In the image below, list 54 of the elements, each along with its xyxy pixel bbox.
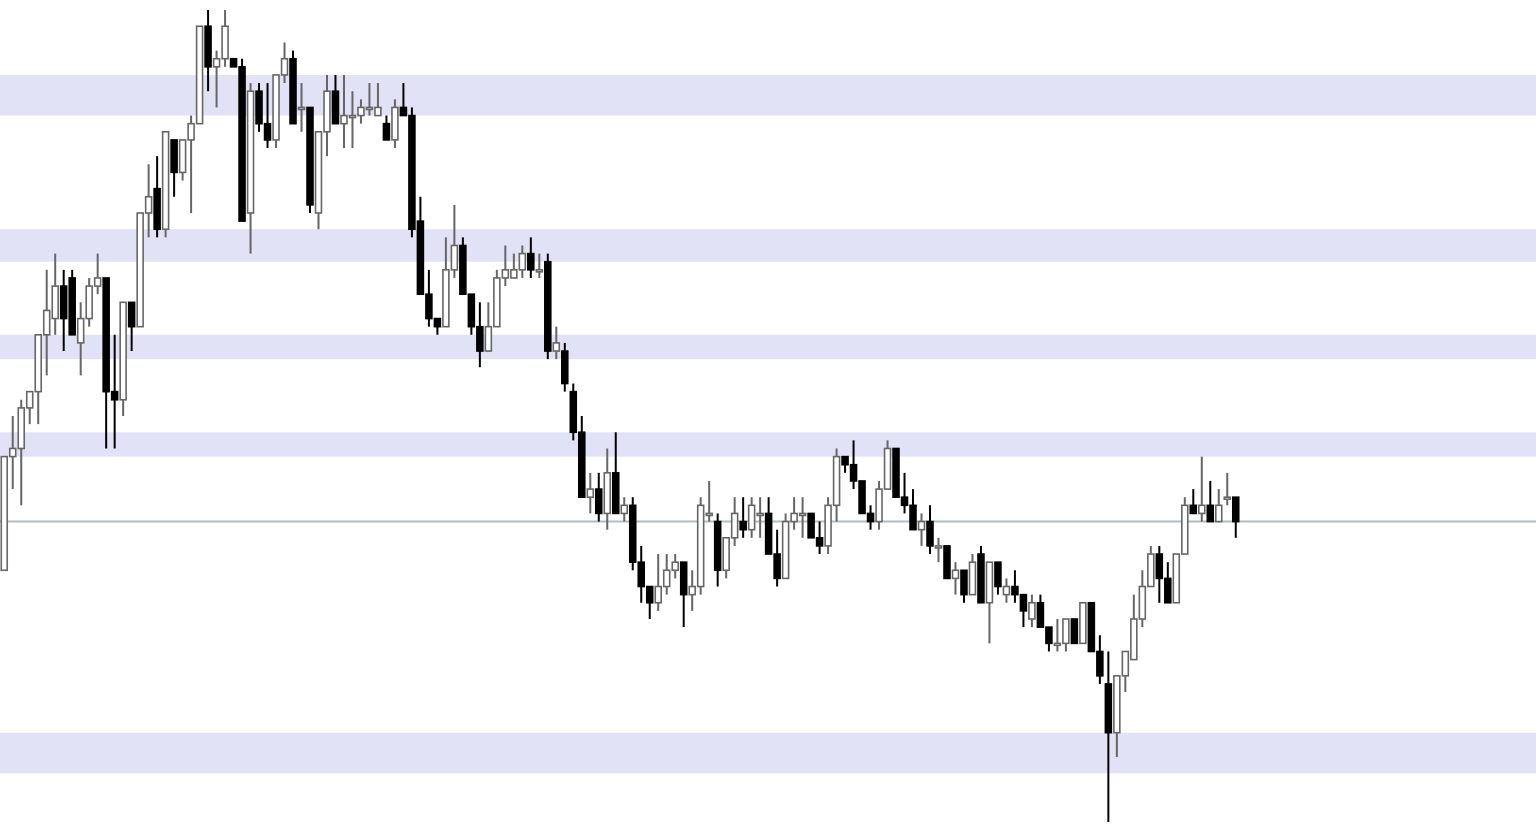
candlestick	[527, 236, 535, 279]
candlestick	[739, 496, 747, 539]
candlestick	[934, 536, 943, 564]
candlestick	[679, 561, 688, 629]
candlestick	[586, 471, 595, 515]
candlestick	[620, 496, 629, 523]
candlestick	[1223, 471, 1232, 507]
candlestick	[535, 252, 544, 279]
candlestick	[943, 545, 951, 580]
candlestick	[263, 82, 272, 150]
candlestick	[807, 512, 815, 539]
candlestick	[170, 138, 178, 198]
candlestick	[985, 561, 994, 645]
candlestick	[1155, 544, 1164, 604]
candlestick	[59, 268, 68, 353]
candlestick	[391, 98, 399, 150]
candlestick	[1206, 479, 1215, 523]
candlestick	[1164, 561, 1172, 604]
candlestick	[476, 301, 484, 369]
candlestick	[552, 325, 561, 361]
candlestick	[1214, 488, 1223, 523]
candlestick	[1019, 593, 1028, 629]
candlestick	[1079, 601, 1087, 645]
candlestick	[518, 244, 527, 279]
candlestick	[561, 341, 569, 393]
candlestick	[747, 496, 756, 539]
candlestick	[960, 569, 968, 604]
candlestick	[611, 431, 620, 515]
candlestick	[374, 82, 382, 117]
candlestick	[1070, 618, 1079, 645]
candlestick	[654, 553, 662, 612]
candlestick	[382, 114, 391, 141]
candlestick	[1062, 618, 1070, 653]
candlestick	[127, 301, 136, 353]
candlestick	[17, 398, 26, 507]
candlestick	[340, 73, 348, 150]
candlestick	[603, 447, 612, 531]
candlestick	[255, 82, 263, 133]
candlestick	[968, 553, 977, 596]
candlestick	[662, 553, 671, 596]
candlestick	[815, 520, 824, 556]
candlestick	[594, 471, 603, 523]
candlestick	[1028, 593, 1036, 629]
candlestick	[951, 561, 960, 596]
candlestick	[756, 496, 764, 539]
candlestick	[204, 9, 212, 93]
candlestick	[926, 504, 934, 556]
candlestick	[331, 73, 340, 125]
candlestick	[153, 155, 161, 239]
candlestick	[510, 252, 518, 279]
candlestick	[1011, 569, 1019, 604]
candlestick	[1231, 496, 1240, 539]
candlestick	[1198, 455, 1206, 523]
candlestick	[994, 561, 1002, 596]
